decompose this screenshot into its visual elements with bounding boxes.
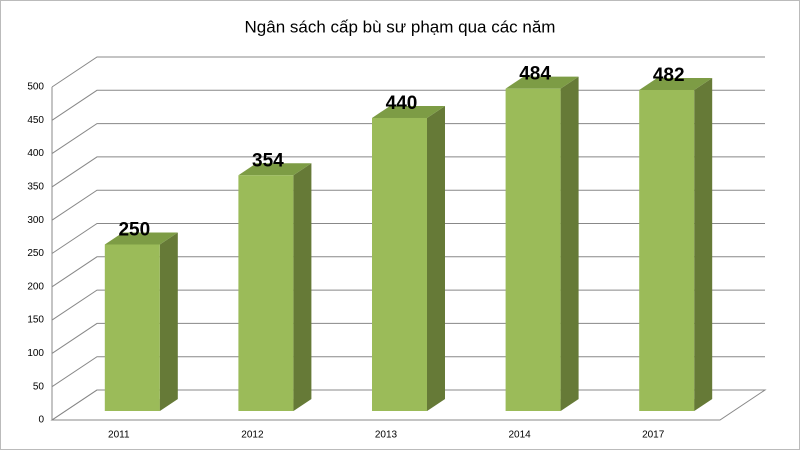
value-label: 482: [653, 65, 685, 86]
bar: [639, 89, 695, 411]
bar-top: [372, 105, 445, 118]
bar-top: [639, 77, 713, 90]
bar-top: [505, 76, 579, 89]
x-tick-label: 2017: [642, 430, 665, 441]
bar-side: [159, 232, 178, 411]
chart-title: Ngân sách cấp bù sư phạm qua các năm: [245, 17, 556, 36]
x-tick-label: 2014: [508, 430, 531, 441]
bar-side: [293, 163, 312, 411]
bar-top: [104, 232, 178, 245]
grid-line: [51, 56, 765, 88]
y-tick-label: 0: [38, 415, 44, 426]
y-tick-label: 150: [27, 315, 44, 326]
bar: [372, 117, 427, 412]
y-tick-label: 400: [27, 148, 44, 159]
value-label: 440: [386, 93, 418, 114]
y-tick-label: 350: [27, 182, 44, 193]
bar: [104, 244, 160, 411]
y-tick-label: 500: [27, 82, 44, 93]
y-tick-label: 200: [27, 281, 44, 292]
y-tick-label: 300: [27, 215, 44, 226]
value-label: 484: [519, 64, 551, 85]
bar: [505, 88, 561, 411]
value-label: 250: [118, 220, 150, 241]
value-label: 354: [252, 150, 284, 171]
x-tick-label: 2012: [241, 430, 264, 441]
bar: [238, 175, 294, 411]
bar-top: [238, 163, 312, 176]
y-tick-label: 250: [27, 248, 44, 259]
x-tick-label: 2011: [108, 430, 130, 441]
bar-side: [560, 76, 579, 411]
y-tick-label: 50: [33, 381, 45, 392]
bar-side: [694, 77, 713, 411]
bar-side: [427, 105, 445, 412]
y-tick-label: 100: [27, 348, 44, 359]
x-tick-label: 2013: [375, 430, 398, 441]
y-tick-label: 450: [27, 115, 44, 126]
